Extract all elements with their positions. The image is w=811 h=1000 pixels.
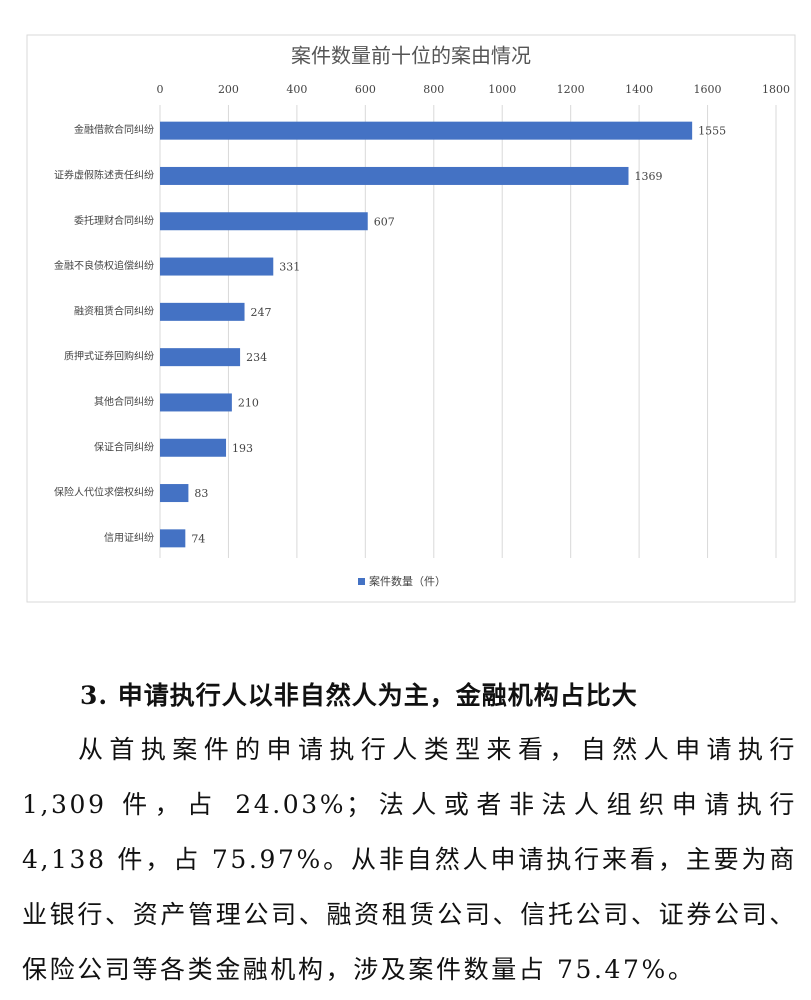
y-tick-label: 信用证纠纷 [104,531,154,544]
value-label: 331 [279,261,300,274]
bar [160,393,232,412]
bar [160,484,189,503]
paragraph: 从首执案件的申请执行人类型来看，自然人申请执行 1,309 件，占 24.03%… [22,735,797,984]
value-label: 1555 [698,125,726,138]
value-label: 193 [232,442,253,455]
x-tick-label: 200 [218,83,239,96]
value-label: 210 [238,396,259,409]
x-tick-label: 1000 [488,83,516,96]
y-tick-label: 金融借款合同纠纷 [74,123,154,136]
x-tick-label: 1400 [625,83,653,96]
y-tick-label: 保证合同纠纷 [94,440,154,453]
legend-swatch [358,578,365,585]
legend-label: 案件数量（件） [369,574,446,588]
chart-title: 案件数量前十位的案由情况 [291,44,531,68]
value-label: 83 [194,487,208,500]
value-label: 234 [246,351,267,364]
y-tick-label: 质押式证券回购纠纷 [64,350,154,363]
y-tick-label: 其他合同纠纷 [94,395,154,408]
value-label: 247 [251,306,272,319]
y-tick-label: 保险人代位求偿权纠纷 [54,486,154,499]
y-tick-label: 金融不良债权追偿纠纷 [54,259,154,272]
x-tick-label: 400 [286,83,307,96]
x-tick-label: 600 [355,83,376,96]
bar [160,348,241,367]
value-label: 74 [191,532,205,545]
bar [160,438,227,457]
chart: 案件数量前十位的案由情况 0 200 400 600 800 1000 1200 1400 16… [26,34,796,603]
x-tick-label: 800 [423,83,444,96]
y-tick-label: 委托理财合同纠纷 [74,214,154,227]
value-label: 607 [374,215,395,228]
bar [160,212,368,231]
bar [160,257,274,276]
x-tick-label: 0 [157,83,164,96]
x-tick-label: 1800 [762,83,790,96]
value-label: 1369 [635,170,663,183]
y-tick-label: 融资租赁合同纠纷 [74,304,154,317]
x-tick-label: 1600 [694,83,722,96]
y-tick-label: 证券虚假陈述责任纠纷 [54,168,154,181]
bar [160,121,693,140]
bar [160,166,629,185]
bar [160,529,186,548]
chart-frame [26,34,796,603]
section-heading: 3. 申请执行人以非自然人为主，金融机构占比大 [80,681,638,710]
bar [160,302,245,321]
x-tick-label: 1200 [557,83,585,96]
